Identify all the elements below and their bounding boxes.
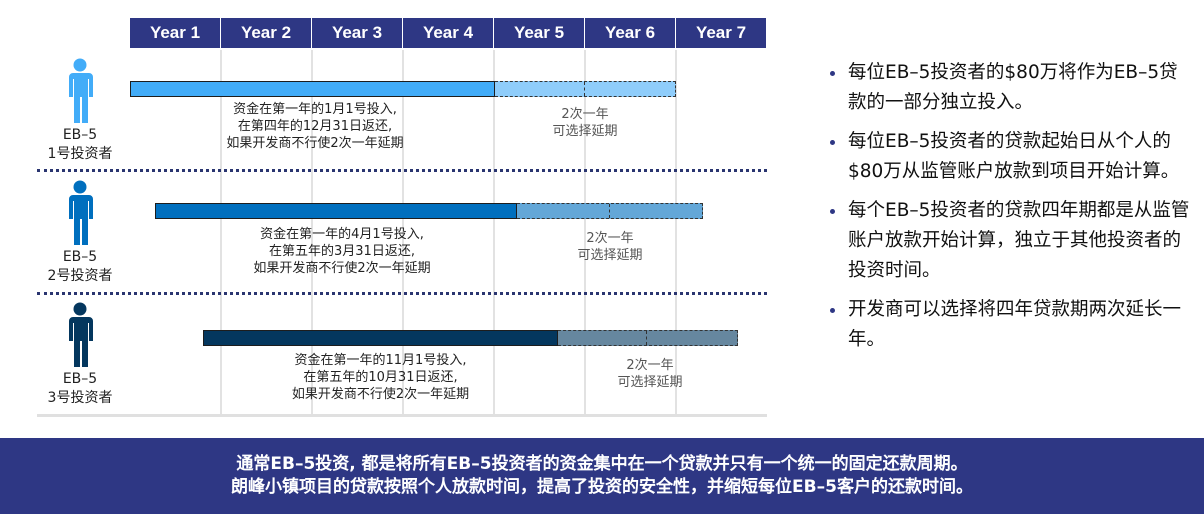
year-header: Year 1 Year 2 Year 3 Year 4 Year 5 Year … [130,18,767,48]
extension-divider [646,331,647,345]
footer-banner: 通常EB–5投资, 都是将所有EB–5投资者的资金集中在一个贷款并只有一个统一的… [0,438,1204,514]
loan-note: 资金在第一年的4月1号投入, 在第五年的3月31日返还, 如果开发商不行使2次一… [253,227,431,276]
bullet-list: 每位EB–5投资者的$80万将作为EB–5贷款的一部分独立投入。 每位EB–5投… [826,58,1196,364]
extension-note: 2次一年 可选择延期 [577,231,643,263]
extension-note: 2次一年 可选择延期 [617,358,683,390]
year-header-cell: Year 2 [221,18,311,48]
row-separator [37,292,767,295]
row-separator [37,169,767,172]
grid-line [584,50,586,415]
bullet-item: 每位EB–5投资者的贷款起始日从个人的$80万从监管账户放款到项目开始计算。 [826,127,1196,187]
investor-label: EB–5 2号投资者 [47,249,113,284]
year-header-cell: Year 1 [130,18,220,48]
grid-line [311,50,313,415]
year-header-cell: Year 3 [312,18,402,48]
bullet-dot-icon [830,71,835,76]
grid-line [493,50,495,415]
grid-line [220,50,222,415]
year-header-cell: Year 4 [403,18,493,48]
investor-label: EB–5 1号投资者 [47,127,113,162]
extension-bar [495,81,676,97]
extension-divider [584,82,585,96]
loan-note: 资金在第一年的11月1号投入, 在第五年的10月31日返还, 如果开发商不行使2… [291,353,470,402]
bullet-item: 每个EB–5投资者的贷款四年期都是从监管账户放款开始计算，独立于其他投资者的投资… [826,196,1196,286]
bullet-dot-icon [830,140,835,145]
year-header-cell: Year 6 [585,18,675,48]
year-header-cell: Year 7 [676,18,766,48]
bullet-dot-icon [830,209,835,214]
extension-divider [609,204,610,218]
bullet-dot-icon [830,308,835,313]
loan-note: 资金在第一年的1月1号投入, 在第四年的12月31日返还, 如果开发商不行使2次… [226,102,404,151]
chart-baseline [37,414,767,417]
grid-line [675,50,677,415]
loan-term-bar [130,81,495,97]
person-icon [69,58,93,123]
footer-line-1: 通常EB–5投资, 都是将所有EB–5投资者的资金集中在一个贷款并只有一个统一的… [236,454,968,474]
extension-note: 2次一年 可选择延期 [552,107,618,139]
investor-label: EB–5 3号投资者 [47,371,113,406]
year-header-cell: Year 5 [494,18,584,48]
person-icon [69,180,93,245]
footer-line-2: 朗峰小镇项目的贷款按照个人放款时间，提高了投资的安全性，并缩短每位EB–5客户的… [231,477,973,497]
person-icon [69,302,93,367]
loan-term-bar [203,330,558,346]
grid-line [402,50,404,415]
loan-term-bar [155,203,517,219]
extension-bar [558,330,738,346]
bullet-item: 开发商可以选择将四年贷款期两次延长一年。 [826,295,1196,355]
extension-bar [517,203,703,219]
bullet-item: 每位EB–5投资者的$80万将作为EB–5贷款的一部分独立投入。 [826,58,1196,118]
